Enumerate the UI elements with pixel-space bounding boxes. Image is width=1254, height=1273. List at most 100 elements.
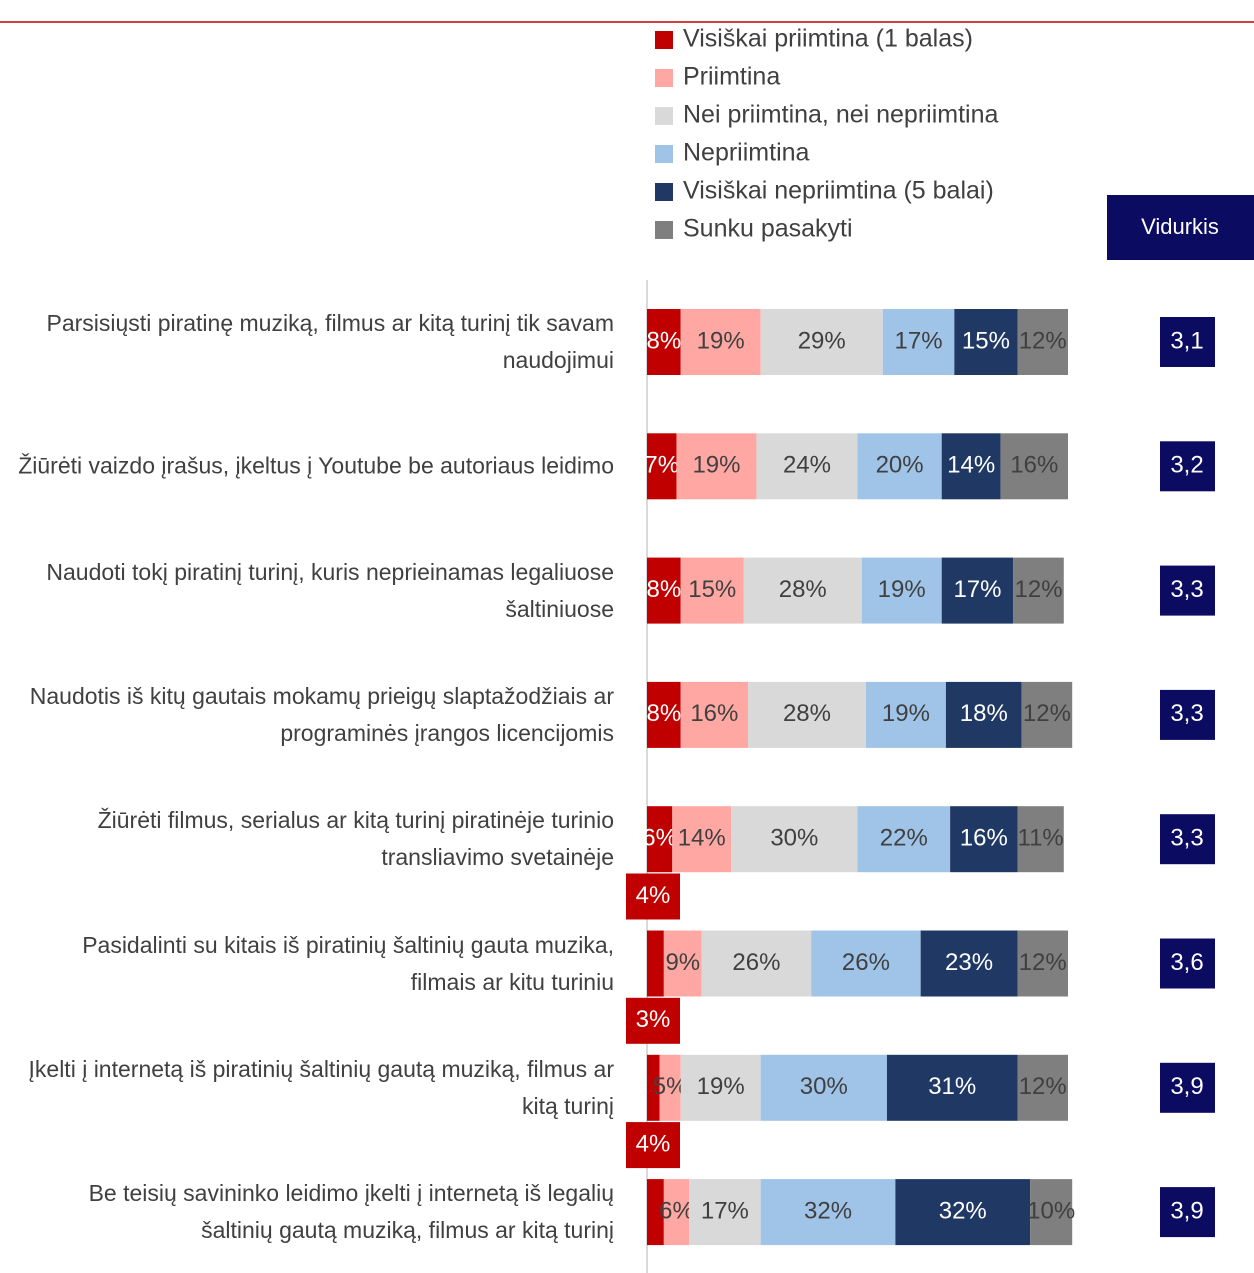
value-label: 31% (928, 1073, 976, 1100)
bar-segment (1017, 1054, 1068, 1121)
bar-segment (680, 309, 761, 375)
value-label: 15% (962, 327, 1010, 354)
bar-segment (731, 806, 858, 873)
bar-segment (647, 1054, 660, 1121)
value-label: 4% (636, 1130, 671, 1157)
legend-label: Nei priimtina, nei nepriimtina (683, 101, 999, 129)
bar-segment (748, 681, 866, 748)
value-label: 26% (842, 949, 890, 976)
value-label: 24% (783, 452, 831, 479)
value-label: 12% (1019, 1073, 1067, 1100)
bar-segment (811, 930, 921, 997)
mean-label: 3,3 (1170, 700, 1203, 727)
bar-segment (941, 557, 1014, 624)
bar-segment (647, 1179, 664, 1246)
mean-box (1160, 565, 1215, 616)
value-label: 32% (939, 1197, 987, 1224)
category-label: Naudoti tokį piratinį turinį, kuris nepr… (46, 558, 614, 622)
bar-segment (647, 557, 681, 624)
bar-segment (886, 1054, 1018, 1121)
bar-segment (941, 433, 1001, 500)
legend-swatch (655, 145, 673, 163)
mean-label: 3,9 (1170, 1197, 1203, 1224)
mean-label: 3,2 (1170, 452, 1203, 479)
bar-segment (760, 1054, 887, 1121)
value-label: 17% (701, 1197, 749, 1224)
bar-segment (945, 681, 1022, 748)
mean-box (1160, 441, 1215, 492)
mean-label: 3,6 (1170, 949, 1203, 976)
bar-segment (647, 433, 677, 500)
category-label: Žiūrėti vaizdo įrašus, įkeltus į Youtube… (18, 452, 614, 479)
bar-segment (672, 806, 732, 873)
bar-segment (760, 1179, 896, 1246)
value-label: 23% (945, 949, 993, 976)
value-label: 22% (880, 825, 928, 852)
label-callout (626, 1122, 680, 1169)
value-label: 8% (646, 700, 681, 727)
bar-segment (857, 433, 942, 500)
bar-segment (857, 806, 951, 873)
value-label: 15% (688, 576, 736, 603)
bar-segment (1017, 806, 1064, 873)
bar-segment (760, 309, 883, 375)
mean-label: 3,1 (1170, 327, 1203, 354)
bar-segment (895, 1179, 1031, 1246)
value-label: 19% (882, 700, 930, 727)
bar-segment (1000, 433, 1068, 500)
value-label: 30% (800, 1073, 848, 1100)
category-label: Įkelti į internetą iš piratinių šaltinių… (28, 1055, 614, 1119)
bar-segment (647, 309, 681, 375)
bar-segment (680, 557, 744, 624)
bar-segment (680, 1054, 761, 1121)
bar-segment (865, 681, 946, 748)
value-label: 20% (876, 452, 924, 479)
category-label: Pasidalinti su kitais iš piratinių šalti… (82, 931, 614, 995)
legend-swatch (655, 31, 673, 49)
mean-header-box (1107, 195, 1254, 260)
value-label: 12% (1015, 576, 1063, 603)
value-label: 16% (1010, 452, 1058, 479)
value-label: 28% (783, 700, 831, 727)
mean-label: 3,3 (1170, 576, 1203, 603)
bar-segment (663, 930, 702, 997)
mean-box (1160, 1187, 1215, 1238)
legend-swatch (655, 221, 673, 239)
legend-label: Visiškai priimtina (1 balas) (683, 25, 973, 53)
legend-label: Visiškai nepriimtina (5 balai) (683, 177, 994, 205)
value-label: 14% (947, 452, 995, 479)
bar-segment (676, 433, 757, 500)
value-label: 3% (636, 1006, 671, 1033)
value-label: 26% (732, 949, 780, 976)
bar-segment (680, 681, 749, 748)
mean-label: 3,9 (1170, 1073, 1203, 1100)
category-label: Naudotis iš kitų gautais mokamų prieigų … (29, 682, 614, 746)
value-label: 11% (1018, 825, 1064, 852)
value-label: 6% (642, 825, 677, 852)
value-label: 14% (678, 825, 726, 852)
legend-label: Priimtina (683, 63, 780, 91)
bar-segment (920, 930, 1018, 997)
value-label: 4% (636, 882, 671, 909)
legend-swatch (655, 69, 673, 87)
bar-segment (950, 806, 1018, 873)
bar-segment (1017, 309, 1068, 375)
value-label: 12% (1023, 700, 1071, 727)
mean-box (1160, 317, 1215, 367)
bar-segment (861, 557, 942, 624)
value-label: 19% (692, 452, 740, 479)
bar-segment (659, 1054, 681, 1121)
value-label: 30% (770, 825, 818, 852)
bar-segment (882, 309, 955, 375)
value-label: 17% (953, 576, 1001, 603)
value-label: 6% (659, 1197, 694, 1224)
bar-segment (647, 806, 673, 873)
value-label: 16% (690, 700, 738, 727)
legend-label: Sunku pasakyti (683, 215, 853, 243)
bar-segment (1013, 557, 1064, 624)
category-label: Parsisiųsti piratinę muziką, filmus ar k… (46, 310, 615, 373)
legend-label: Nepriimtina (683, 139, 810, 167)
bar-segment (1017, 930, 1068, 997)
bar-segment (663, 1179, 690, 1246)
